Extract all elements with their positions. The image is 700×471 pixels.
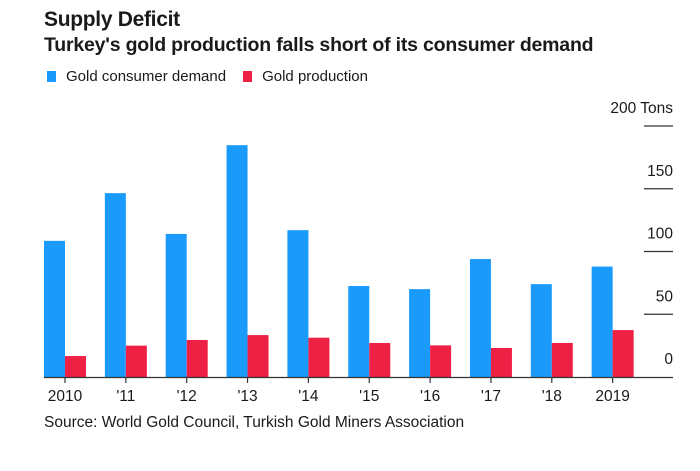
chart-title: Supply Deficit bbox=[44, 8, 180, 31]
bar-production bbox=[612, 330, 634, 377]
bar-production bbox=[430, 345, 452, 377]
bar-demand bbox=[165, 233, 187, 377]
source-note: Source: World Gold Council, Turkish Gold… bbox=[44, 414, 465, 431]
legend: Gold consumer demand Gold production bbox=[47, 68, 385, 85]
bar-demand bbox=[44, 240, 65, 377]
x-tick-label: '14 bbox=[298, 388, 319, 405]
x-tick-label: '12 bbox=[177, 388, 197, 405]
bar-production bbox=[551, 342, 573, 377]
y-tick-label: 200 Tons bbox=[610, 100, 673, 117]
legend-label-demand: Gold consumer demand bbox=[66, 68, 227, 85]
x-tick-label: 2019 bbox=[595, 388, 629, 405]
bar-production bbox=[308, 337, 330, 377]
y-tick-label: 0 bbox=[664, 351, 673, 368]
bar-demand bbox=[287, 230, 309, 377]
x-tick-label: '11 bbox=[116, 388, 135, 405]
legend-swatch-production bbox=[243, 71, 253, 82]
y-tick-label: 50 bbox=[656, 288, 674, 305]
y-axis: 0 50 100 150 200 Tons bbox=[610, 100, 673, 368]
bar-demand bbox=[348, 286, 370, 377]
bar-demand bbox=[469, 259, 491, 377]
legend-label-production: Gold production bbox=[262, 68, 368, 85]
bar-production bbox=[247, 335, 269, 377]
chart-subtitle: Turkey's gold production falls short of … bbox=[44, 34, 594, 56]
legend-item-demand: Gold consumer demand bbox=[47, 68, 226, 85]
bar-demand bbox=[530, 284, 552, 377]
bar-demand bbox=[591, 266, 613, 377]
bar-production bbox=[369, 342, 391, 377]
bar-demand bbox=[409, 289, 431, 377]
bar-production bbox=[186, 339, 208, 377]
bar-demand bbox=[104, 193, 126, 377]
y-tick-label: 100 bbox=[647, 226, 673, 243]
x-tick-label: 2010 bbox=[48, 388, 83, 405]
x-tick-label: '16 bbox=[420, 388, 440, 405]
y-tick-label: 150 bbox=[647, 163, 673, 180]
legend-item-production: Gold production bbox=[243, 68, 368, 85]
legend-swatch-demand bbox=[47, 71, 56, 82]
bar-production bbox=[65, 356, 86, 377]
bars bbox=[44, 145, 634, 377]
x-tick-label: '15 bbox=[359, 388, 379, 405]
x-tick-label: '18 bbox=[542, 388, 562, 405]
bar-production bbox=[490, 348, 512, 377]
bar-production bbox=[125, 345, 147, 377]
x-tick-label: '17 bbox=[481, 388, 501, 405]
x-tick-label: '13 bbox=[237, 388, 257, 405]
bar-demand bbox=[226, 145, 248, 377]
x-axis: 2010 '11 '12 '13 '14 '15 '16 '17 '18 2019 bbox=[44, 376, 673, 405]
